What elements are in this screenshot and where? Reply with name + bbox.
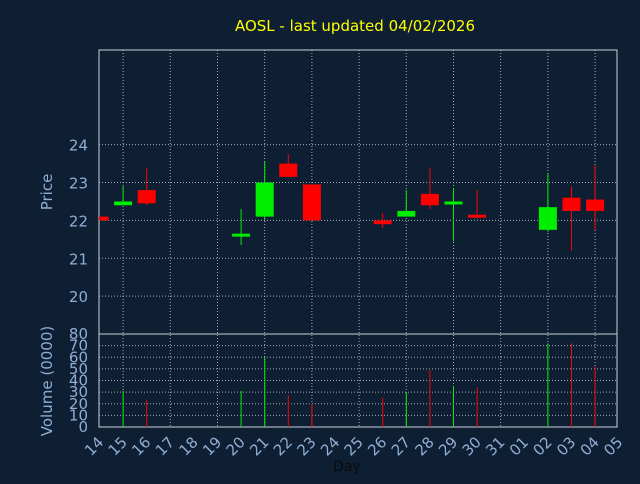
x-tick-label: 24 bbox=[317, 433, 343, 459]
candle-body bbox=[397, 210, 416, 217]
price-tick-label: 20 bbox=[69, 288, 88, 306]
x-tick-label: 31 bbox=[482, 433, 508, 459]
x-tick-label: 05 bbox=[600, 433, 626, 459]
x-tick-label: 18 bbox=[175, 433, 201, 459]
candle-body bbox=[562, 197, 581, 211]
x-tick-label: 26 bbox=[364, 433, 390, 459]
volume-tick-label: 80 bbox=[69, 325, 88, 343]
candle-body bbox=[444, 201, 463, 205]
volume-tick-label: 40 bbox=[69, 372, 88, 390]
x-tick-label: 01 bbox=[506, 433, 532, 459]
x-tick-label: 04 bbox=[577, 433, 603, 459]
axis-ticks: 2021222324010203040506070801415161718192… bbox=[69, 137, 627, 460]
price-tick-label: 24 bbox=[69, 137, 88, 155]
price-plot-frame bbox=[98, 49, 618, 335]
x-tick-label: 02 bbox=[529, 433, 555, 459]
candle-body bbox=[279, 163, 298, 177]
x-tick-label: 03 bbox=[553, 433, 579, 459]
volume-tick-label: 0 bbox=[78, 418, 88, 436]
candlestick-series bbox=[99, 154, 605, 251]
candle-body bbox=[468, 214, 487, 218]
candle-body bbox=[114, 201, 133, 206]
x-tick-label: 29 bbox=[435, 433, 461, 459]
volume-tick-label: 70 bbox=[69, 337, 88, 355]
volume-axis-label: Volume (0000) bbox=[38, 326, 56, 436]
volume-plot-frame bbox=[98, 333, 618, 428]
volume-series bbox=[122, 343, 596, 427]
candle-body bbox=[373, 220, 392, 225]
x-tick-label: 14 bbox=[81, 433, 107, 459]
candle-body bbox=[255, 182, 274, 217]
x-tick-label: 23 bbox=[293, 433, 319, 459]
candle-body bbox=[137, 190, 156, 204]
candle-body bbox=[538, 207, 557, 230]
candle-body bbox=[302, 184, 321, 221]
x-tick-label: 19 bbox=[199, 433, 225, 459]
plot-frames bbox=[98, 49, 618, 428]
candle-body bbox=[232, 233, 251, 237]
volume-tick-label: 10 bbox=[69, 406, 88, 424]
price-tick-label: 21 bbox=[69, 250, 88, 268]
x-tick-label: 22 bbox=[270, 433, 296, 459]
x-axis-label: Day bbox=[333, 459, 361, 475]
chart-title: AOSL - last updated 04/02/2026 bbox=[235, 17, 475, 35]
candle-body bbox=[586, 199, 605, 211]
volume-tick-label: 30 bbox=[69, 383, 88, 401]
x-tick-label: 16 bbox=[128, 433, 154, 459]
x-tick-label: 30 bbox=[459, 433, 485, 459]
x-tick-label: 17 bbox=[152, 433, 178, 459]
x-tick-label: 27 bbox=[388, 433, 414, 459]
x-tick-label: 21 bbox=[246, 433, 272, 459]
volume-tick-label: 50 bbox=[69, 360, 88, 378]
candle-body bbox=[100, 216, 109, 221]
price-tick-label: 23 bbox=[69, 175, 88, 193]
x-tick-label: 25 bbox=[341, 433, 367, 459]
x-tick-label: 15 bbox=[105, 433, 131, 459]
price-tick-label: 22 bbox=[69, 212, 88, 230]
volume-tick-label: 60 bbox=[69, 348, 88, 366]
candle-body bbox=[420, 193, 439, 206]
volume-tick-label: 20 bbox=[69, 395, 88, 413]
price-axis-label: Price bbox=[38, 174, 56, 211]
x-tick-label: 28 bbox=[411, 433, 437, 459]
x-tick-label: 20 bbox=[223, 433, 249, 459]
grid-lines bbox=[99, 50, 617, 428]
